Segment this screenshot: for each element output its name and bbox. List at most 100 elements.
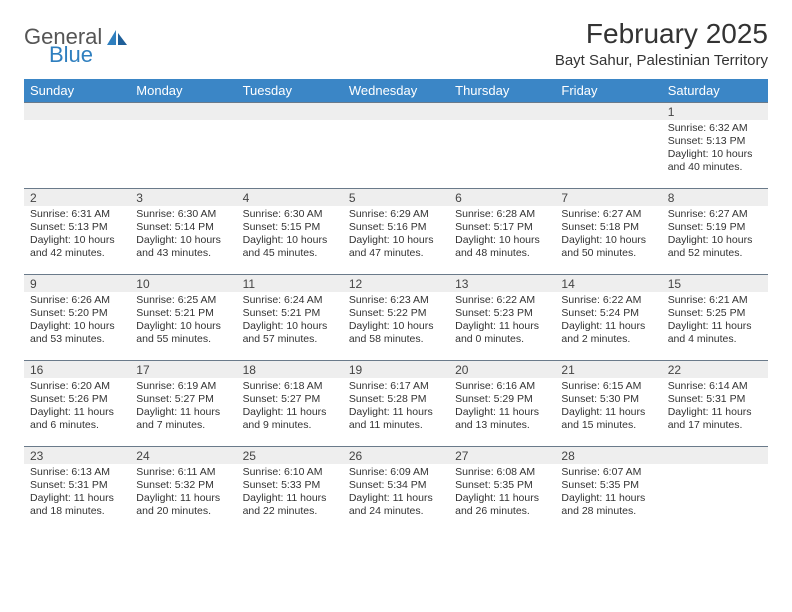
- day-details: [449, 120, 555, 126]
- day-detail-line: Sunset: 5:29 PM: [455, 393, 549, 406]
- day-detail-line: Sunset: 5:21 PM: [136, 307, 230, 320]
- calendar-cell: 8Sunrise: 6:27 AMSunset: 5:19 PMDaylight…: [662, 189, 768, 275]
- day-number: 1: [662, 103, 768, 120]
- day-details: Sunrise: 6:27 AMSunset: 5:19 PMDaylight:…: [662, 206, 768, 265]
- calendar-cell: 19Sunrise: 6:17 AMSunset: 5:28 PMDayligh…: [343, 361, 449, 447]
- day-detail-line: Daylight: 10 hours and 57 minutes.: [243, 320, 337, 346]
- day-detail-line: Sunset: 5:30 PM: [561, 393, 655, 406]
- title-block: February 2025 Bayt Sahur, Palestinian Te…: [555, 18, 768, 69]
- day-detail-line: Sunrise: 6:15 AM: [561, 380, 655, 393]
- day-detail-line: Sunrise: 6:21 AM: [668, 294, 762, 307]
- day-header: Saturday: [662, 79, 768, 103]
- day-number: 2: [24, 189, 130, 206]
- day-details: Sunrise: 6:17 AMSunset: 5:28 PMDaylight:…: [343, 378, 449, 437]
- day-number: [130, 103, 236, 120]
- day-number: 25: [237, 447, 343, 464]
- day-detail-line: Daylight: 10 hours and 42 minutes.: [30, 234, 124, 260]
- day-detail-line: Sunrise: 6:23 AM: [349, 294, 443, 307]
- day-detail-line: Daylight: 11 hours and 13 minutes.: [455, 406, 549, 432]
- day-detail-line: Sunrise: 6:30 AM: [136, 208, 230, 221]
- day-details: Sunrise: 6:32 AMSunset: 5:13 PMDaylight:…: [662, 120, 768, 179]
- calendar-cell: [24, 103, 130, 189]
- day-details: Sunrise: 6:16 AMSunset: 5:29 PMDaylight:…: [449, 378, 555, 437]
- day-details: Sunrise: 6:18 AMSunset: 5:27 PMDaylight:…: [237, 378, 343, 437]
- calendar-cell: 5Sunrise: 6:29 AMSunset: 5:16 PMDaylight…: [343, 189, 449, 275]
- calendar-cell: 18Sunrise: 6:18 AMSunset: 5:27 PMDayligh…: [237, 361, 343, 447]
- day-number: [555, 103, 661, 120]
- calendar-cell: 15Sunrise: 6:21 AMSunset: 5:25 PMDayligh…: [662, 275, 768, 361]
- day-detail-line: Daylight: 11 hours and 26 minutes.: [455, 492, 549, 518]
- calendar-week-row: 2Sunrise: 6:31 AMSunset: 5:13 PMDaylight…: [24, 189, 768, 275]
- calendar-cell: [555, 103, 661, 189]
- sail-icon: [106, 29, 128, 47]
- day-detail-line: Daylight: 11 hours and 17 minutes.: [668, 406, 762, 432]
- day-detail-line: Sunset: 5:31 PM: [668, 393, 762, 406]
- calendar-cell: 20Sunrise: 6:16 AMSunset: 5:29 PMDayligh…: [449, 361, 555, 447]
- day-detail-line: Sunrise: 6:30 AM: [243, 208, 337, 221]
- day-number: 20: [449, 361, 555, 378]
- day-of-week-row: SundayMondayTuesdayWednesdayThursdayFrid…: [24, 79, 768, 103]
- day-detail-line: Sunset: 5:35 PM: [561, 479, 655, 492]
- day-detail-line: Sunset: 5:19 PM: [668, 221, 762, 234]
- calendar-page: General February 2025 Bayt Sahur, Palest…: [0, 0, 792, 543]
- day-detail-line: Daylight: 10 hours and 55 minutes.: [136, 320, 230, 346]
- calendar-week-row: 1Sunrise: 6:32 AMSunset: 5:13 PMDaylight…: [24, 103, 768, 189]
- day-number: 4: [237, 189, 343, 206]
- day-number: 9: [24, 275, 130, 292]
- day-number: 16: [24, 361, 130, 378]
- calendar-cell: 7Sunrise: 6:27 AMSunset: 5:18 PMDaylight…: [555, 189, 661, 275]
- day-detail-line: Sunrise: 6:11 AM: [136, 466, 230, 479]
- calendar-cell: 28Sunrise: 6:07 AMSunset: 5:35 PMDayligh…: [555, 447, 661, 533]
- day-detail-line: Daylight: 10 hours and 50 minutes.: [561, 234, 655, 260]
- day-detail-line: Sunset: 5:22 PM: [349, 307, 443, 320]
- calendar-cell: 22Sunrise: 6:14 AMSunset: 5:31 PMDayligh…: [662, 361, 768, 447]
- day-detail-line: Daylight: 11 hours and 28 minutes.: [561, 492, 655, 518]
- day-details: Sunrise: 6:27 AMSunset: 5:18 PMDaylight:…: [555, 206, 661, 265]
- day-details: Sunrise: 6:09 AMSunset: 5:34 PMDaylight:…: [343, 464, 449, 523]
- day-detail-line: Sunset: 5:15 PM: [243, 221, 337, 234]
- day-detail-line: Sunset: 5:18 PM: [561, 221, 655, 234]
- day-number: 6: [449, 189, 555, 206]
- day-number: [237, 103, 343, 120]
- day-details: [555, 120, 661, 126]
- day-detail-line: Sunset: 5:28 PM: [349, 393, 443, 406]
- day-detail-line: Sunset: 5:31 PM: [30, 479, 124, 492]
- day-number: 8: [662, 189, 768, 206]
- day-detail-line: Sunset: 5:25 PM: [668, 307, 762, 320]
- day-detail-line: Sunrise: 6:31 AM: [30, 208, 124, 221]
- brand-word-2: Blue: [49, 42, 93, 68]
- day-detail-line: Daylight: 10 hours and 45 minutes.: [243, 234, 337, 260]
- day-header: Thursday: [449, 79, 555, 103]
- day-detail-line: Daylight: 11 hours and 2 minutes.: [561, 320, 655, 346]
- day-details: Sunrise: 6:22 AMSunset: 5:23 PMDaylight:…: [449, 292, 555, 351]
- day-header: Wednesday: [343, 79, 449, 103]
- day-detail-line: Daylight: 11 hours and 20 minutes.: [136, 492, 230, 518]
- calendar-week-row: 16Sunrise: 6:20 AMSunset: 5:26 PMDayligh…: [24, 361, 768, 447]
- calendar-cell: 14Sunrise: 6:22 AMSunset: 5:24 PMDayligh…: [555, 275, 661, 361]
- day-detail-line: Daylight: 11 hours and 24 minutes.: [349, 492, 443, 518]
- day-detail-line: Sunset: 5:20 PM: [30, 307, 124, 320]
- day-details: Sunrise: 6:25 AMSunset: 5:21 PMDaylight:…: [130, 292, 236, 351]
- day-detail-line: Sunrise: 6:08 AM: [455, 466, 549, 479]
- day-number: 3: [130, 189, 236, 206]
- day-number: [343, 103, 449, 120]
- day-number: 5: [343, 189, 449, 206]
- calendar-table: SundayMondayTuesdayWednesdayThursdayFrid…: [24, 79, 768, 533]
- day-details: Sunrise: 6:14 AMSunset: 5:31 PMDaylight:…: [662, 378, 768, 437]
- day-detail-line: Sunset: 5:32 PM: [136, 479, 230, 492]
- day-number: 14: [555, 275, 661, 292]
- calendar-cell: 1Sunrise: 6:32 AMSunset: 5:13 PMDaylight…: [662, 103, 768, 189]
- day-number: 11: [237, 275, 343, 292]
- day-details: Sunrise: 6:22 AMSunset: 5:24 PMDaylight:…: [555, 292, 661, 351]
- calendar-cell: 6Sunrise: 6:28 AMSunset: 5:17 PMDaylight…: [449, 189, 555, 275]
- day-details: Sunrise: 6:29 AMSunset: 5:16 PMDaylight:…: [343, 206, 449, 265]
- day-detail-line: Sunrise: 6:22 AM: [455, 294, 549, 307]
- day-detail-line: Sunrise: 6:20 AM: [30, 380, 124, 393]
- day-detail-line: Daylight: 11 hours and 15 minutes.: [561, 406, 655, 432]
- day-detail-line: Sunrise: 6:27 AM: [561, 208, 655, 221]
- day-number: 17: [130, 361, 236, 378]
- day-detail-line: Sunrise: 6:22 AM: [561, 294, 655, 307]
- day-details: Sunrise: 6:26 AMSunset: 5:20 PMDaylight:…: [24, 292, 130, 351]
- day-number: 10: [130, 275, 236, 292]
- day-header: Monday: [130, 79, 236, 103]
